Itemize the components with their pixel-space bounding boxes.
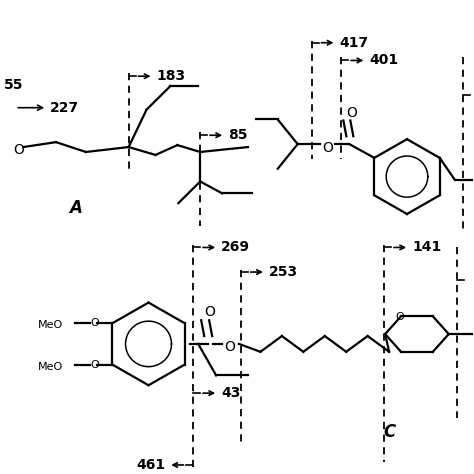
Text: A: A [70, 199, 82, 217]
Text: O: O [225, 340, 236, 354]
Text: O: O [395, 312, 404, 322]
Text: 141: 141 [412, 240, 441, 255]
Text: 183: 183 [156, 69, 186, 83]
Text: 461: 461 [137, 458, 165, 472]
Text: 85: 85 [228, 128, 247, 142]
Text: MeO: MeO [37, 362, 63, 372]
Text: C: C [383, 423, 395, 441]
Text: 269: 269 [221, 240, 250, 255]
Text: O: O [90, 360, 99, 370]
Text: O: O [90, 318, 99, 328]
Text: 417: 417 [339, 36, 368, 50]
Text: MeO: MeO [37, 320, 63, 330]
Text: 227: 227 [50, 100, 79, 115]
Text: 43: 43 [221, 386, 240, 400]
Text: 55: 55 [4, 78, 24, 92]
Text: 253: 253 [269, 265, 298, 279]
Text: O: O [346, 106, 357, 119]
Text: O: O [13, 143, 24, 157]
Text: O: O [322, 141, 333, 155]
Text: 401: 401 [369, 54, 398, 67]
Text: O: O [205, 305, 216, 319]
